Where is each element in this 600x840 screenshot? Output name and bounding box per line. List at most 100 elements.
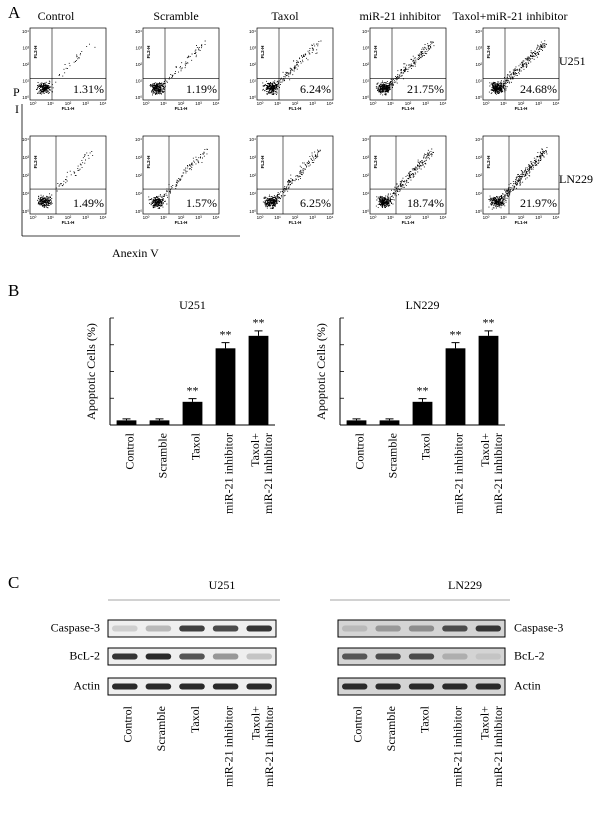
dots [262,149,321,210]
bar [445,348,466,425]
bar [412,401,433,425]
tick-label: 10⁰ [249,95,256,100]
dots [262,40,322,96]
tick-label: 10² [405,101,412,106]
plot-frame [369,27,447,101]
tick-label: 10³ [249,46,256,51]
tick-label: 10⁴ [249,29,256,34]
tick-label: 10⁴ [135,137,142,142]
tick-label: 10² [475,173,482,178]
percentage: 18.74% [407,196,444,210]
x-tick-label: miR-21 inhibitor [451,706,465,787]
tick-label: 10⁰ [483,215,490,220]
error-bar [451,342,460,349]
axis-label: I [15,102,19,116]
x-tick-label: Taxol+miR-21 inhibitor [248,706,275,787]
tick-label: 10⁴ [327,215,334,220]
tick-label: 10¹ [249,79,256,84]
tick-label: 10² [249,173,256,178]
plot-axis-label: FL2-H [373,156,378,169]
plot-axis-label: FL2-H [260,156,265,169]
bar [149,420,170,425]
tick-label: 10⁰ [22,209,29,214]
plot-axis-label: FL1-H [402,220,415,225]
tick-label: 10⁰ [475,95,482,100]
band [408,683,435,690]
x-tick-label: Scramble [384,706,398,751]
column-header: Scramble [153,9,198,23]
tick-label: 10³ [422,215,429,220]
blot-row-label: Caspase-3 [514,620,563,634]
blot-title: U251 [209,578,236,592]
tick-label: 10⁰ [143,215,150,220]
dots [375,148,434,209]
tick-label: 10¹ [274,101,281,106]
error-bar [122,418,131,421]
blot-row-label: Actin [73,678,100,692]
x-tick-label: Control [122,432,136,469]
chart-title: U251 [179,298,206,312]
band [145,625,172,632]
tick-label: 10² [65,101,72,106]
tick-label: 10⁴ [22,137,29,142]
tick-label: 10¹ [387,101,394,106]
row-label: LN229 [559,172,593,186]
significance: ** [220,327,232,341]
band [179,683,205,690]
panel-label: B [8,281,19,300]
plot-axis-label: FL1-H [289,220,302,225]
plot-axis-label: FL1-H [62,106,75,111]
band [375,653,401,660]
tick-label: 10¹ [47,215,54,220]
row-label: U251 [559,54,586,68]
band [375,683,401,690]
x-tick-label: Taxol [417,705,431,733]
plot-axis-label: FL2-H [486,46,491,59]
column-header: Taxol+miR-21 inhibitor [453,9,568,23]
x-tick-label: Control [350,705,364,742]
tick-label: 10² [475,62,482,67]
percentage: 24.68% [520,82,557,96]
tick-label: 10¹ [475,191,482,196]
bar [379,420,400,425]
plot-axis-label: FL1-H [175,220,188,225]
tick-label: 10⁰ [362,209,369,214]
tick-label: 10³ [22,155,29,160]
x-tick-label: Taxol+miR-21 inhibitor [478,433,505,514]
tick-label: 10¹ [274,215,281,220]
tick-label: 10¹ [22,79,29,84]
tick-label: 10⁰ [370,215,377,220]
bar [215,348,236,425]
x-tick-label: Taxol [188,432,202,460]
tick-label: 10² [362,173,369,178]
band [112,625,138,632]
tick-label: 10² [135,173,142,178]
tick-label: 10² [405,215,412,220]
plot-frame [142,27,220,101]
tick-label: 10⁴ [475,29,482,34]
band [442,625,468,632]
tick-label: 10² [22,62,29,67]
tick-label: 10⁴ [440,101,447,106]
plot-frame [142,135,220,215]
axis-label: P [13,85,20,99]
band [246,683,272,690]
x-tick-label: miR-21 inhibitor [221,706,235,787]
x-tick-label: Control [352,432,366,469]
dots [488,146,548,210]
plot-axis-label: FL1-H [289,106,302,111]
tick-label: 10² [292,101,299,106]
tick-label: 10⁰ [22,95,29,100]
tick-label: 10³ [135,155,142,160]
tick-label: 10¹ [387,215,394,220]
y-axis-label: Apoptotic Cells (%) [314,323,328,420]
tick-label: 10³ [82,101,89,106]
plot-axis-label: FL2-H [33,46,38,59]
band [408,653,435,660]
tick-label: 10² [22,173,29,178]
dots [37,151,94,209]
plot-frame [29,135,107,215]
band [179,625,205,632]
tick-label: 10³ [422,101,429,106]
tick-label: 10⁴ [135,29,142,34]
